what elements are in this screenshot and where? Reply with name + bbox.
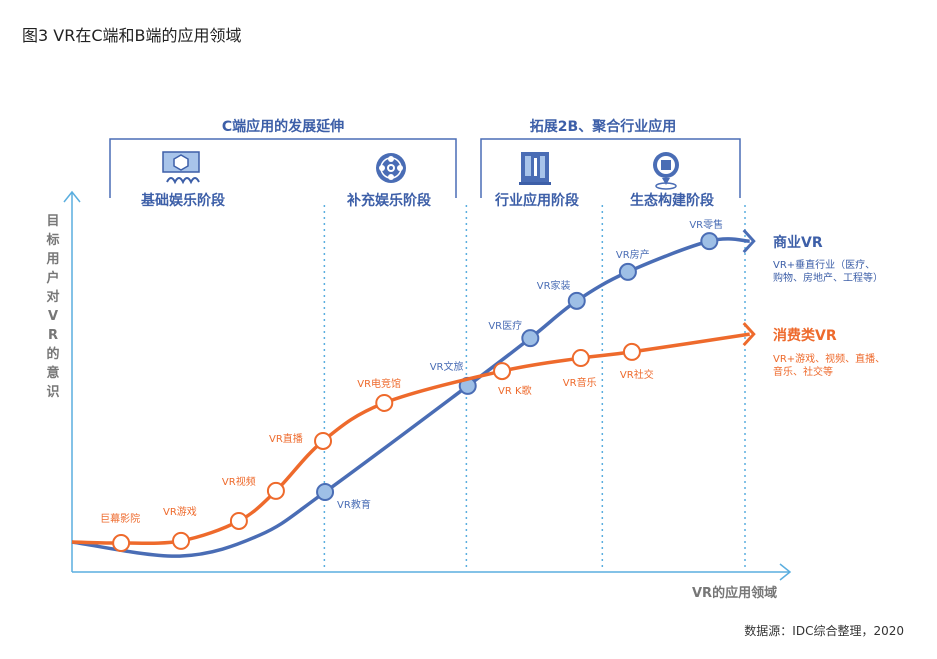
data-point <box>567 291 586 310</box>
data-label: VR家装 <box>537 279 571 292</box>
data-label: VR游戏 <box>163 505 197 518</box>
data-label: VR音乐 <box>563 376 597 389</box>
x-axis-arrow-icon <box>779 563 792 581</box>
phase-title-b: 拓展2B、聚合行业应用 <box>529 119 677 135</box>
data-label: VR电竞馆 <box>357 377 401 390</box>
series-business-title: 商业VR <box>773 235 823 251</box>
vr-headset-icon <box>162 151 200 185</box>
phase-bracket-b <box>480 138 741 198</box>
data-point <box>266 481 285 500</box>
data-label: VR医疗 <box>488 319 522 332</box>
stage-basic-entertainment: 基础娱乐阶段 <box>138 190 228 210</box>
y-axis-label: 目标用户对VR的意识 <box>46 214 60 400</box>
data-label: VR社交 <box>620 368 654 381</box>
stage-supplementary-entertainment: 补充娱乐阶段 <box>344 190 434 210</box>
film-reel-icon <box>376 153 406 183</box>
phase-title-c: C端应用的发展延伸 <box>221 119 345 135</box>
phase-bracket-c <box>109 138 457 198</box>
data-point <box>229 511 248 530</box>
data-point <box>618 262 637 281</box>
data-point <box>571 349 590 368</box>
data-point <box>375 393 394 412</box>
y-axis-arrow-icon <box>63 190 81 203</box>
series-business-description: VR+垂直行业（医疗、 购物、房地产、工程等） <box>773 260 883 284</box>
series-arrow-icon <box>742 322 756 347</box>
figure-title: 图3 VR在C端和B端的应用领域 <box>22 26 242 45</box>
data-point <box>112 534 131 553</box>
data-label: VR视频 <box>222 475 256 488</box>
stage-ecosystem-building: 生态构建阶段 <box>627 190 717 210</box>
series-consumer-description: VR+游戏、视频、直播、 音乐、社交等 <box>773 354 886 378</box>
industry-book-icon <box>519 152 551 185</box>
location-pin-icon <box>653 152 679 190</box>
data-label: VR K歌 <box>498 384 532 397</box>
data-point <box>316 482 335 501</box>
data-point <box>700 232 719 251</box>
source-note: 数据源：IDC综合整理，2020 <box>744 624 904 638</box>
data-label: VR房产 <box>616 248 650 261</box>
x-axis-label: VR的应用领域 <box>692 586 778 601</box>
data-label: VR教育 <box>337 498 371 511</box>
series-consumer-title: 消费类VR <box>773 328 837 344</box>
series-arrow-icon <box>742 229 756 254</box>
data-point <box>314 431 333 450</box>
data-label: 巨幕影院 <box>100 512 140 525</box>
stage-industry-application: 行业应用阶段 <box>492 190 582 210</box>
data-label: VR文旅 <box>430 360 464 373</box>
data-point <box>493 362 512 381</box>
data-point <box>521 329 540 348</box>
data-point <box>172 531 191 550</box>
data-point <box>622 342 641 361</box>
data-label: VR直播 <box>269 432 303 445</box>
data-label: VR零售 <box>689 218 723 231</box>
